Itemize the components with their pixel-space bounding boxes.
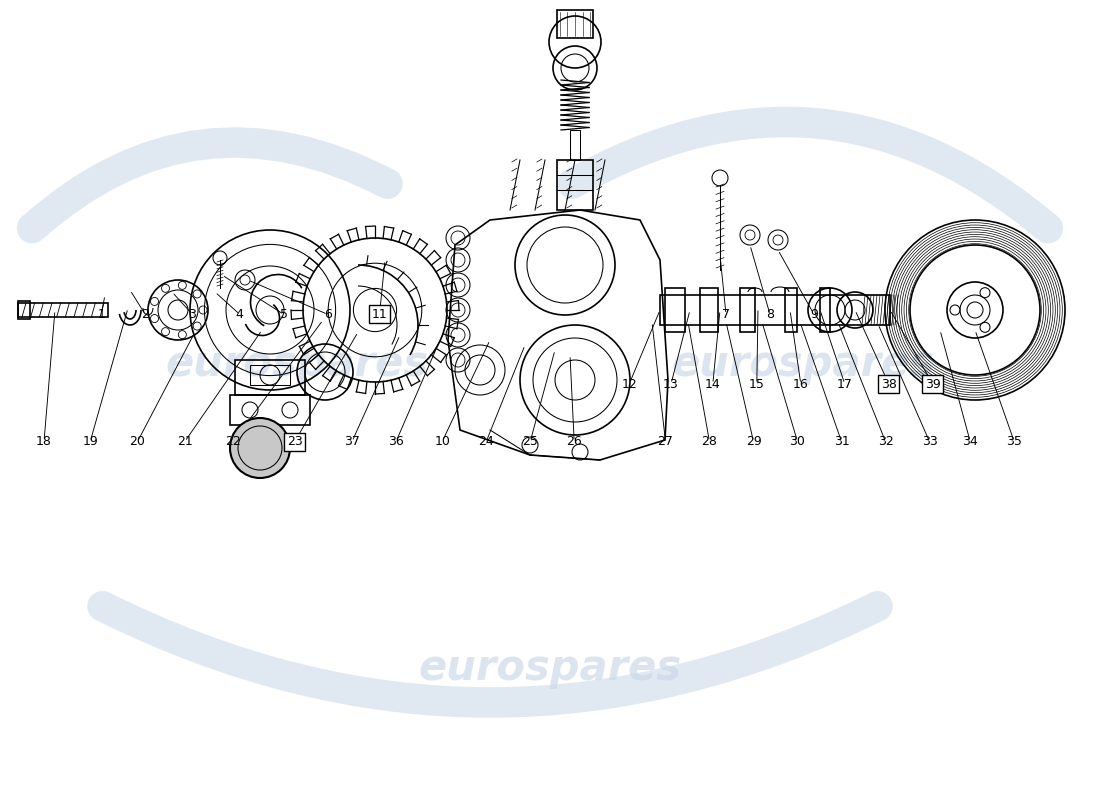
- Bar: [557, 10, 593, 38]
- Text: 1: 1: [97, 308, 106, 321]
- Bar: [570, 130, 580, 160]
- Text: 11: 11: [372, 308, 387, 321]
- Text: 31: 31: [834, 435, 849, 448]
- Text: 13: 13: [663, 378, 679, 390]
- Text: eurospares: eurospares: [671, 343, 935, 385]
- Text: 23: 23: [287, 435, 303, 448]
- Text: 20: 20: [130, 435, 145, 448]
- Text: 26: 26: [566, 435, 582, 448]
- Bar: [660, 295, 890, 325]
- Bar: [230, 395, 310, 425]
- Text: 34: 34: [962, 435, 978, 448]
- Text: 9: 9: [810, 308, 818, 321]
- Text: 33: 33: [922, 435, 937, 448]
- FancyArrowPatch shape: [32, 142, 387, 228]
- Circle shape: [230, 418, 290, 478]
- Bar: [18, 301, 30, 319]
- Text: 8: 8: [766, 308, 774, 321]
- Text: 6: 6: [323, 308, 332, 321]
- Bar: [785, 288, 798, 332]
- Text: 18: 18: [36, 435, 52, 448]
- Text: 24: 24: [478, 435, 494, 448]
- Text: 36: 36: [388, 435, 404, 448]
- FancyArrowPatch shape: [102, 606, 878, 702]
- Bar: [557, 160, 593, 210]
- Text: 32: 32: [878, 435, 893, 448]
- Text: 7: 7: [722, 308, 730, 321]
- Bar: [666, 288, 685, 332]
- Text: 14: 14: [705, 378, 720, 390]
- Bar: [250, 365, 290, 385]
- Text: 4: 4: [235, 308, 244, 321]
- Text: eurospares: eurospares: [165, 343, 429, 385]
- Text: 12: 12: [621, 378, 637, 390]
- Text: 19: 19: [82, 435, 98, 448]
- Text: 39: 39: [925, 378, 940, 390]
- Text: 29: 29: [746, 435, 761, 448]
- Text: 17: 17: [837, 378, 852, 390]
- Text: 5: 5: [279, 308, 288, 321]
- Text: 21: 21: [177, 435, 192, 448]
- Text: 37: 37: [344, 435, 360, 448]
- Text: 38: 38: [881, 378, 896, 390]
- Text: 2: 2: [141, 308, 150, 321]
- Text: 28: 28: [702, 435, 717, 448]
- Text: 30: 30: [790, 435, 805, 448]
- Text: 22: 22: [226, 435, 241, 448]
- Bar: [820, 288, 830, 332]
- Text: 10: 10: [434, 435, 450, 448]
- Text: 16: 16: [793, 378, 808, 390]
- FancyArrowPatch shape: [572, 122, 1048, 228]
- Text: eurospares: eurospares: [418, 647, 682, 689]
- Text: 35: 35: [1006, 435, 1022, 448]
- Text: 15: 15: [749, 378, 764, 390]
- Bar: [235, 360, 305, 395]
- Text: 3: 3: [188, 308, 197, 321]
- Text: 25: 25: [522, 435, 538, 448]
- Bar: [18, 303, 108, 317]
- Text: 27: 27: [658, 435, 673, 448]
- Bar: [740, 288, 755, 332]
- Bar: [700, 288, 718, 332]
